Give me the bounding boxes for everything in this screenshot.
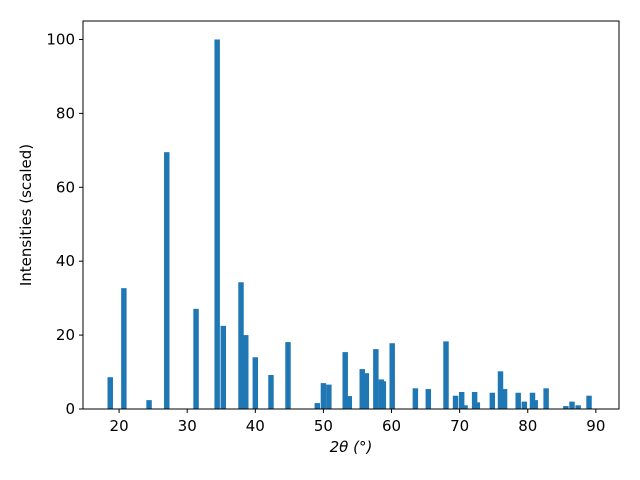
bar bbox=[497, 371, 504, 409]
bar bbox=[515, 392, 521, 409]
bar bbox=[586, 395, 592, 409]
bar bbox=[164, 152, 170, 409]
bar bbox=[363, 373, 370, 409]
bar bbox=[443, 341, 449, 409]
y-tick-label: 80 bbox=[56, 104, 75, 122]
bar bbox=[373, 349, 379, 409]
bar bbox=[214, 39, 220, 409]
bar bbox=[314, 403, 321, 409]
bar bbox=[380, 381, 387, 409]
bar bbox=[193, 308, 199, 409]
bar bbox=[425, 389, 432, 409]
bar bbox=[501, 389, 508, 409]
plot-frame bbox=[82, 20, 620, 410]
y-axis-label: Intensities (scaled) bbox=[17, 144, 35, 286]
x-tick-label: 80 bbox=[518, 417, 537, 435]
y-tick-label: 100 bbox=[46, 30, 75, 48]
x-tick-label: 70 bbox=[450, 417, 469, 435]
x-tick-label: 20 bbox=[110, 417, 129, 435]
bar bbox=[569, 401, 575, 409]
x-tick-label: 50 bbox=[314, 417, 333, 435]
bar bbox=[532, 400, 538, 409]
bar bbox=[243, 335, 249, 409]
bar bbox=[471, 392, 478, 409]
bar bbox=[346, 396, 353, 409]
bar bbox=[458, 392, 465, 409]
bar bbox=[412, 388, 419, 409]
bar bbox=[326, 384, 332, 409]
bar bbox=[285, 342, 291, 409]
bar bbox=[489, 392, 496, 409]
x-tick-label: 40 bbox=[246, 417, 265, 435]
bar bbox=[220, 325, 227, 409]
bar bbox=[107, 377, 113, 409]
bar bbox=[529, 392, 536, 409]
bar bbox=[389, 343, 395, 409]
bar bbox=[146, 400, 152, 409]
bar bbox=[521, 401, 528, 409]
y-tick-label: 0 bbox=[65, 400, 75, 418]
bar bbox=[268, 375, 274, 409]
bar bbox=[342, 352, 348, 409]
x-tick-label: 30 bbox=[178, 417, 197, 435]
bar bbox=[121, 288, 127, 409]
bar bbox=[474, 402, 481, 409]
bar bbox=[238, 282, 244, 409]
bar bbox=[462, 405, 468, 409]
y-tick-label: 60 bbox=[56, 178, 75, 196]
bar bbox=[563, 406, 569, 409]
bar bbox=[252, 357, 259, 409]
x-tick-label: 60 bbox=[382, 417, 401, 435]
x-axis-label: 2θ (°) bbox=[330, 438, 373, 456]
y-tick-label: 20 bbox=[56, 326, 75, 344]
bar bbox=[359, 369, 365, 409]
bar bbox=[575, 405, 581, 409]
x-tick-label: 90 bbox=[586, 417, 605, 435]
y-tick-label: 40 bbox=[56, 252, 75, 270]
bar bbox=[320, 383, 327, 409]
bar bbox=[543, 388, 549, 409]
bar bbox=[452, 395, 459, 409]
